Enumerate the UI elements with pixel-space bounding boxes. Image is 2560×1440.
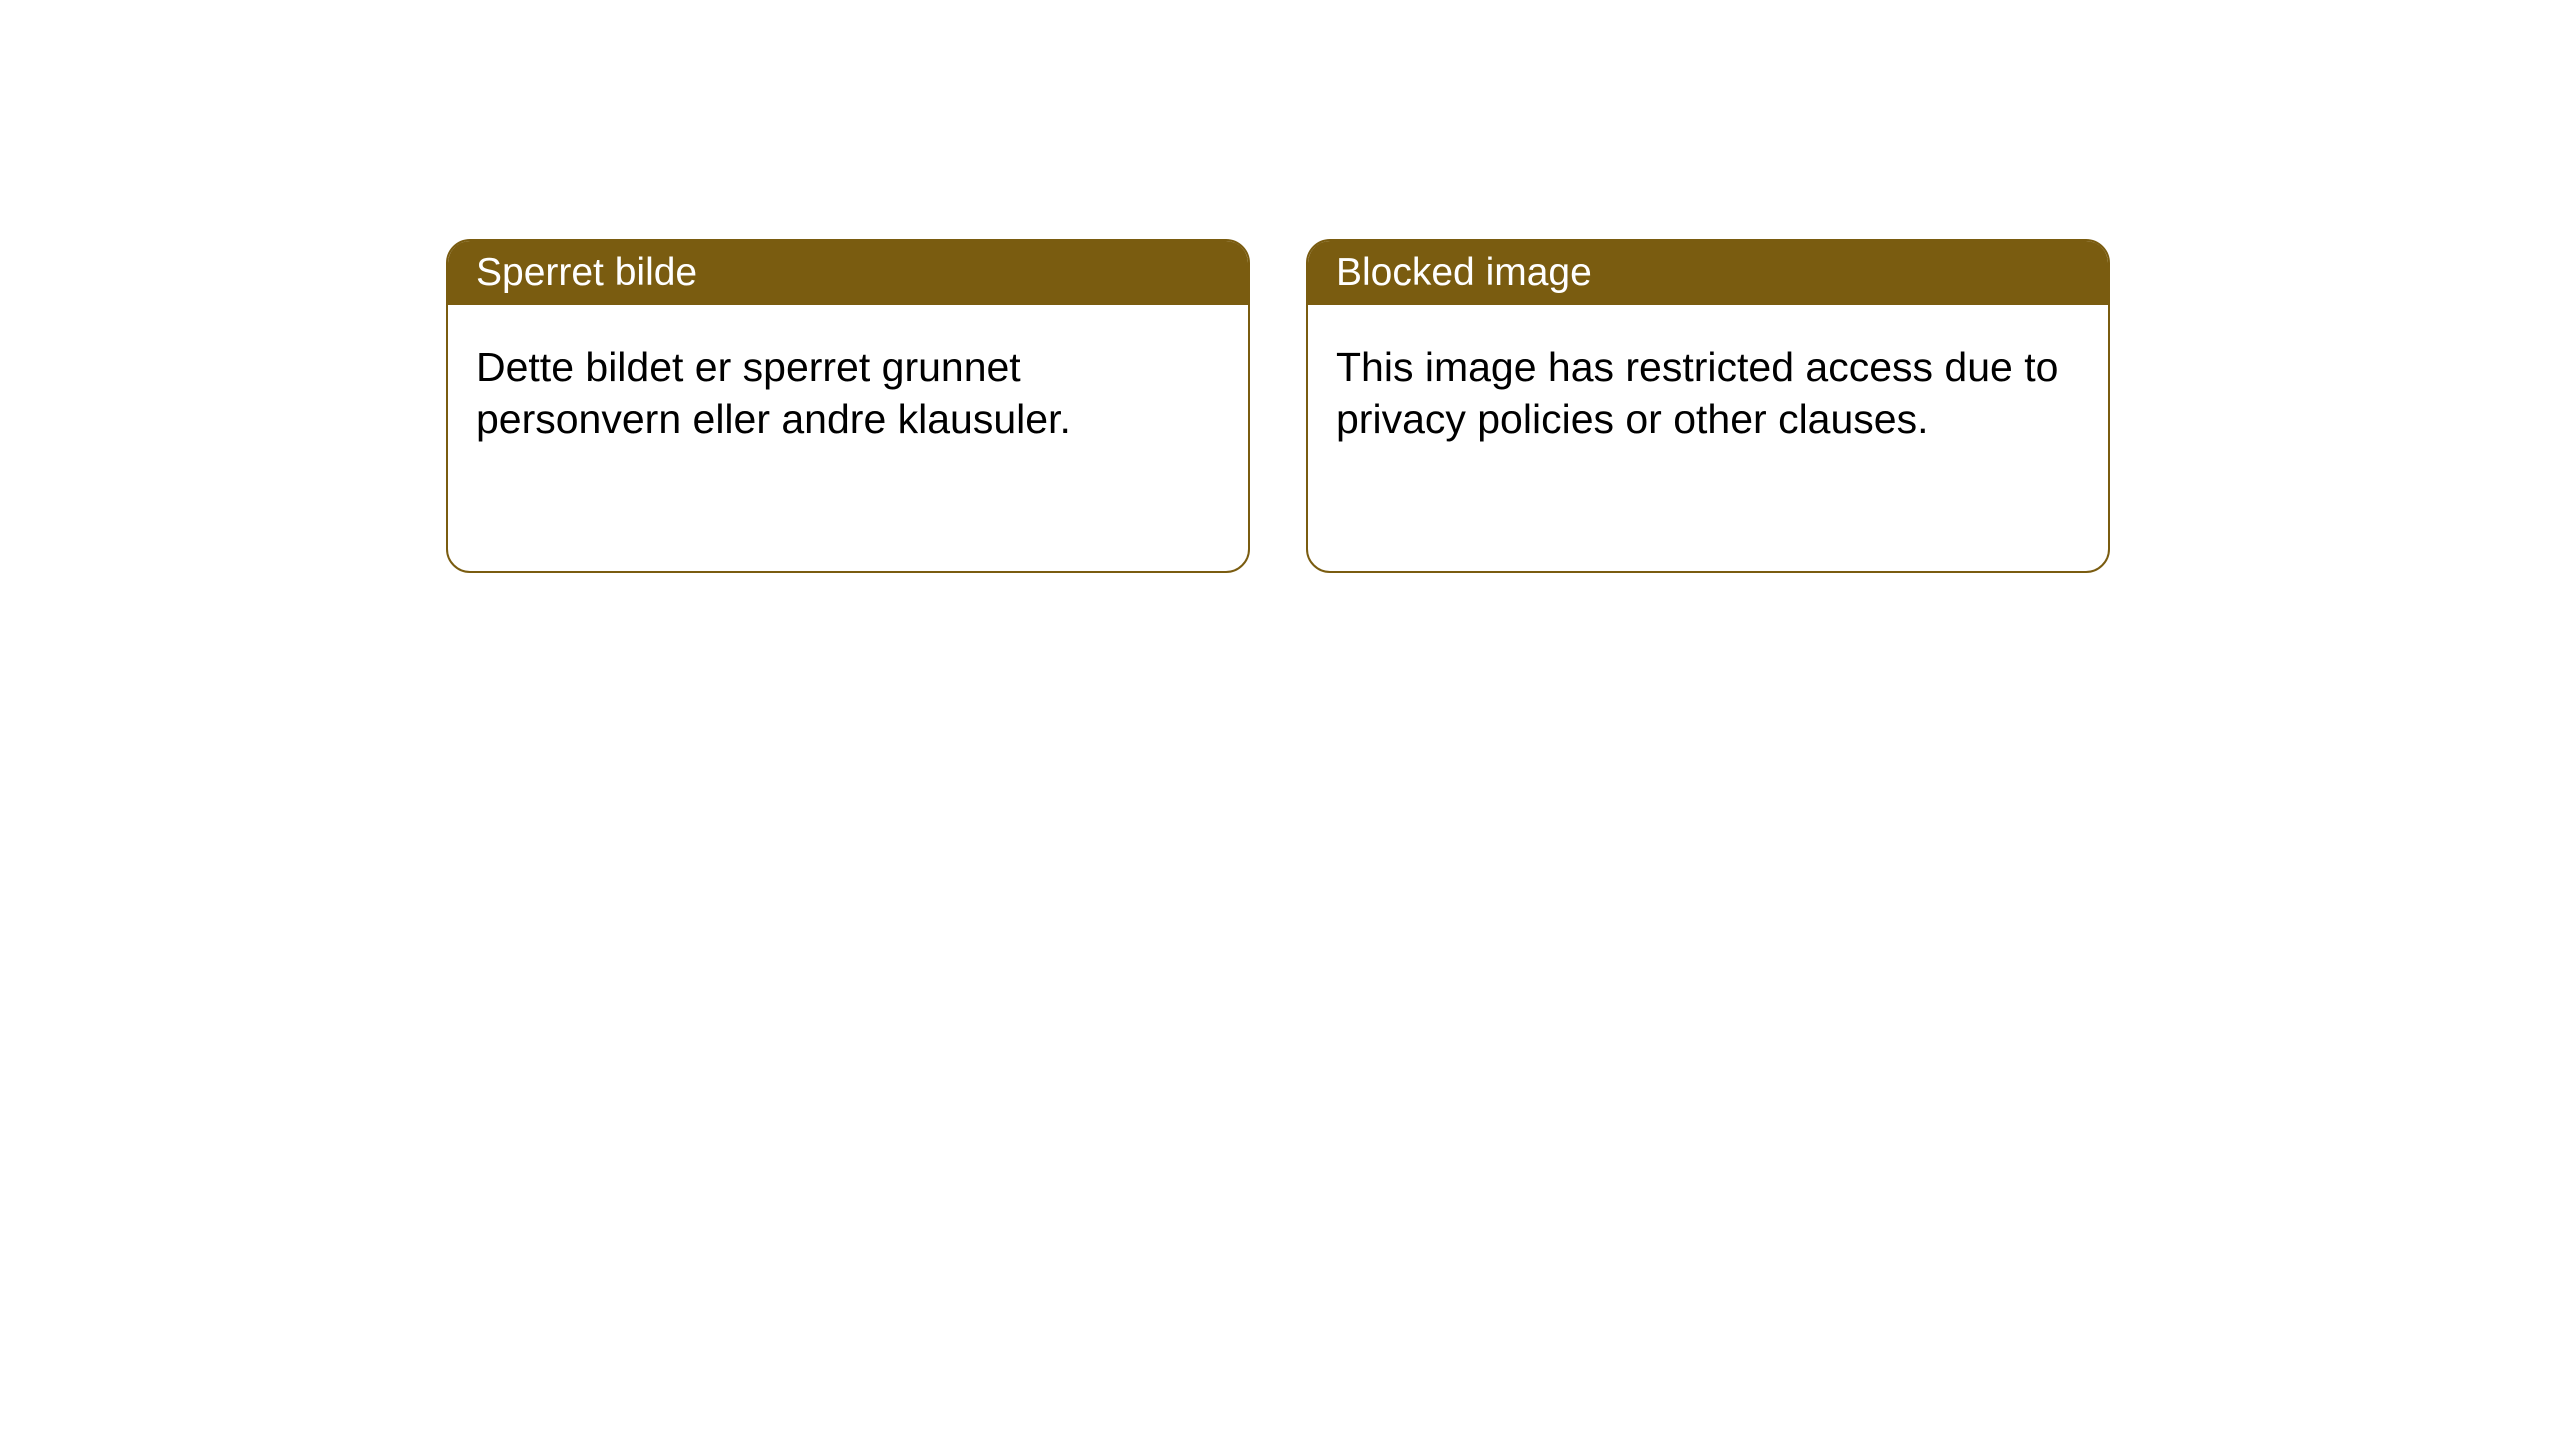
notice-card-title: Sperret bilde [476, 251, 697, 294]
notice-card-english: Blocked image This image has restricted … [1306, 239, 2110, 573]
notice-card-body: This image has restricted access due to … [1308, 305, 2108, 482]
notice-card-text: Dette bildet er sperret grunnet personve… [476, 344, 1071, 442]
notice-card-text: This image has restricted access due to … [1336, 344, 2058, 442]
notice-card-header: Sperret bilde [448, 241, 1248, 305]
notice-cards-container: Sperret bilde Dette bildet er sperret gr… [0, 0, 2560, 573]
notice-card-title: Blocked image [1336, 251, 1592, 294]
notice-card-header: Blocked image [1308, 241, 2108, 305]
notice-card-norwegian: Sperret bilde Dette bildet er sperret gr… [446, 239, 1250, 573]
notice-card-body: Dette bildet er sperret grunnet personve… [448, 305, 1248, 482]
